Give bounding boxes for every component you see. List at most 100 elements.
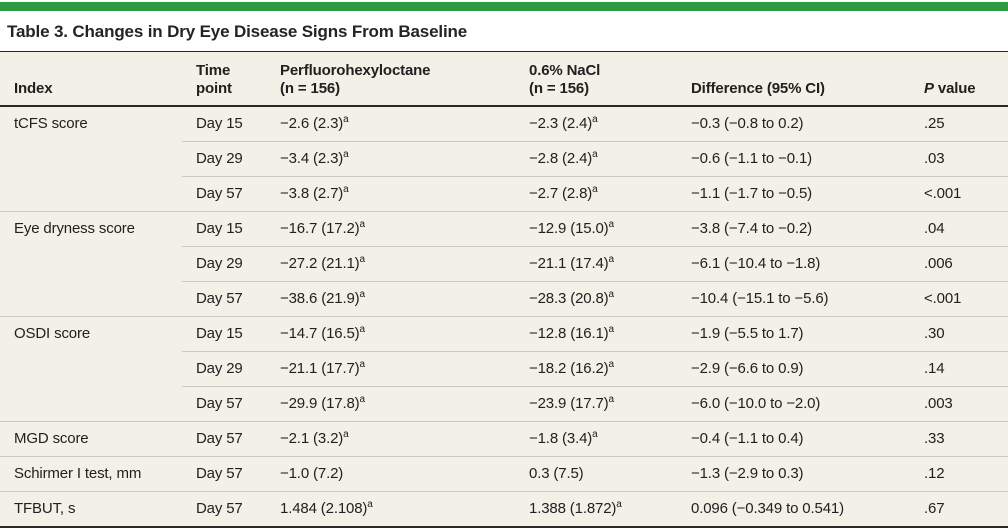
cell-value: −3.4 (2.3) (280, 150, 344, 167)
table-title: Table 3. Changes in Dry Eye Disease Sign… (7, 22, 468, 41)
cell-nacl: −23.9 (17.7)a (515, 386, 677, 422)
footnote-marker: a (343, 149, 349, 160)
cell-pvalue: .04 (910, 211, 1008, 247)
cell-pvalue: .03 (910, 141, 1008, 177)
cell-index: MGD score (0, 421, 182, 457)
table-row: Eye dryness score Day 15 −16.7 (17.2)a −… (0, 211, 1008, 317)
footnote-marker: a (359, 289, 366, 300)
cell-value: −12.9 (15.0) (529, 220, 609, 237)
cell-pfho: −16.7 (17.2)a (266, 211, 515, 247)
cell-pfho: −29.9 (17.8)a (266, 386, 515, 422)
header-label: Time (196, 62, 231, 79)
cell-pfho: −3.8 (2.7)a (266, 176, 515, 212)
cell-timepoint: Day 57 (182, 456, 266, 492)
footnote-marker: a (616, 499, 622, 510)
footnote-marker: a (592, 184, 598, 195)
table-row: Day 29 −27.2 (21.1)a −21.1 (17.4)a −6.1 … (0, 246, 1008, 282)
footnote-marker: a (592, 114, 598, 125)
cell-difference: −6.1 (−10.4 to −1.8) (677, 246, 910, 282)
cell-value: 0.3 (7.5) (529, 465, 584, 482)
cell-pvalue: .006 (910, 246, 1008, 282)
cell-nacl: −2.7 (2.8)a (515, 176, 677, 212)
cell-difference: −1.9 (−5.5 to 1.7) (677, 316, 910, 352)
cell-pfho: −21.1 (17.7)a (266, 351, 515, 387)
footnote-marker: a (592, 149, 598, 160)
cell-timepoint: Day 29 (182, 351, 266, 387)
cell-nacl: −1.8 (3.4)a (515, 421, 677, 457)
cell-pfho: −14.7 (16.5)a (266, 316, 515, 352)
footnote-marker: a (359, 394, 366, 405)
table-row: Day 57 −38.6 (21.9)a −28.3 (20.8)a −10.4… (0, 281, 1008, 317)
cell-nacl: −18.2 (16.2)a (515, 351, 677, 387)
table-body: tCFS score Day 15 −2.6 (2.3)a −2.3 (2.4)… (0, 105, 1008, 527)
cell-pfho: −3.4 (2.3)a (266, 141, 515, 177)
cell-timepoint: Day 57 (182, 421, 266, 457)
cell-value: −38.6 (21.9) (280, 290, 360, 307)
cell-timepoint: Day 57 (182, 176, 266, 212)
column-header-index: Index (0, 51, 182, 107)
header-label: point (196, 80, 232, 97)
cell-pvalue: .003 (910, 386, 1008, 422)
cell-value: −21.1 (17.4) (529, 255, 609, 272)
table-row: MGD score Day 57 −2.1 (3.2)a −1.8 (3.4)a… (0, 421, 1008, 457)
footnote-marker: a (343, 114, 349, 125)
cell-value: −16.7 (17.2) (280, 220, 360, 237)
header-label: 0.6% NaCl (529, 62, 601, 79)
cell-timepoint: Day 29 (182, 246, 266, 282)
cell-nacl: −12.8 (16.1)a (515, 316, 677, 352)
cell-difference: −1.1 (−1.7 to −0.5) (677, 176, 910, 212)
cell-pvalue: .12 (910, 456, 1008, 492)
footnote-marker: a (608, 359, 615, 370)
header-label: Index (14, 80, 53, 97)
cell-value: −1.8 (3.4) (529, 430, 593, 447)
footnote-marker: a (608, 219, 615, 230)
table-row: TFBUT, s Day 57 1.484 (2.108)a 1.388 (1.… (0, 491, 1008, 527)
footnote-marker: a (359, 254, 366, 265)
cell-value: −1.0 (7.2) (280, 465, 344, 482)
footnote-marker: a (608, 254, 615, 265)
cell-timepoint: Day 15 (182, 105, 266, 142)
cell-index: TFBUT, s (0, 491, 182, 527)
cell-difference: −0.6 (−1.1 to −0.1) (677, 141, 910, 177)
cell-value: −29.9 (17.8) (280, 395, 360, 412)
cell-nacl: −2.8 (2.4)a (515, 141, 677, 177)
header-row: Index Time point Perfluorohexyloctane (n =… (0, 51, 1008, 107)
cell-timepoint: Day 57 (182, 491, 266, 527)
cell-value: −3.8 (2.7) (280, 185, 344, 202)
cell-value: −2.8 (2.4) (529, 150, 593, 167)
cell-pfho: 1.484 (2.108)a (266, 491, 515, 527)
cell-index: Eye dryness score (0, 211, 182, 317)
column-header-time-point: Time point (182, 51, 266, 107)
table-row: Day 29 −3.4 (2.3)a −2.8 (2.4)a −0.6 (−1.… (0, 141, 1008, 177)
cell-pvalue: .14 (910, 351, 1008, 387)
cell-index: tCFS score (0, 105, 182, 212)
cell-timepoint: Day 57 (182, 386, 266, 422)
cell-difference: −10.4 (−15.1 to −5.6) (677, 281, 910, 317)
header-label: P (924, 80, 934, 97)
cell-difference: 0.096 (−0.349 to 0.541) (677, 491, 910, 527)
footnote-marker: a (359, 359, 366, 370)
cell-value: −21.1 (17.7) (280, 360, 360, 377)
table-header: Index Time point Perfluorohexyloctane (n =… (0, 51, 1008, 107)
cell-pvalue: .33 (910, 421, 1008, 457)
footnote-marker: a (367, 499, 373, 510)
footnote-marker: a (608, 394, 615, 405)
cell-nacl: −21.1 (17.4)a (515, 246, 677, 282)
cell-value: −12.8 (16.1) (529, 325, 609, 342)
table-row: OSDI score Day 15 −14.7 (16.5)a −12.8 (1… (0, 316, 1008, 422)
column-header-perfluorohexyloctane: Perfluorohexyloctane (n = 156) (266, 51, 515, 107)
footnote-marker: a (343, 184, 349, 195)
cell-value: −28.3 (20.8) (529, 290, 609, 307)
column-header-nacl: 0.6% NaCl (n = 156) (515, 51, 677, 107)
dry-eye-signs-table: Index Time point Perfluorohexyloctane (n =… (0, 51, 1008, 528)
cell-value: −2.6 (2.3) (280, 115, 344, 132)
cell-index: OSDI score (0, 316, 182, 422)
cell-value: −2.3 (2.4) (529, 115, 593, 132)
cell-difference: −6.0 (−10.0 to −2.0) (677, 386, 910, 422)
header-label: (n = 156) (529, 80, 589, 97)
cell-pfho: −38.6 (21.9)a (266, 281, 515, 317)
cell-value: −2.1 (3.2) (280, 430, 344, 447)
table-row: Day 57 −3.8 (2.7)a −2.7 (2.8)a −1.1 (−1.… (0, 176, 1008, 212)
cell-pfho: −27.2 (21.1)a (266, 246, 515, 282)
table-row: Day 29 −21.1 (17.7)a −18.2 (16.2)a −2.9 … (0, 351, 1008, 387)
